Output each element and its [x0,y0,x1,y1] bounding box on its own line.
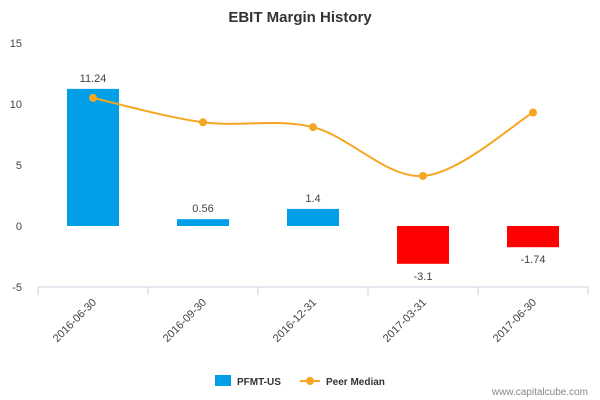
bar-data-label: 0.56 [192,203,213,215]
x-tick-label: 2016-06-30 [51,297,99,345]
peer-median-point [419,171,427,180]
legend[interactable]: PFMT-US Peer Median [215,375,385,388]
bar [177,219,229,226]
peer-median-series [89,93,537,180]
bar [397,226,449,264]
y-tick-label: 10 [10,99,22,111]
y-tick-label: 0 [16,221,22,233]
legend-label-bar: PFMT-US [237,377,281,388]
legend-label-line: Peer Median [326,377,385,388]
x-tick-label: 2016-12-31 [271,297,319,345]
x-tick-label: 2017-03-31 [381,297,429,345]
y-tick-label: 5 [16,160,22,172]
bar-data-label: -3.1 [414,271,433,283]
peer-median-line [92,96,534,177]
bar [287,208,339,226]
peer-median-point [199,118,207,127]
peer-median-point [89,93,97,102]
bar-series [67,88,559,264]
bar-data-label: 1.4 [305,193,320,205]
x-tick-label: 2016-09-30 [161,297,209,345]
x-axis: 2016-06-30 2016-09-30 2016-12-31 2017-03-31… [37,286,589,345]
legend-swatch-marker [306,377,314,385]
x-tick-label: 2017-06-30 [491,297,539,345]
bar [507,226,559,248]
peer-median-point [309,123,317,132]
bar-data-labels: 11.24 0.56 1.4 -3.1 -1.74 [80,73,546,283]
credit-text: www.capitalcube.com [491,387,588,398]
chart-title: EBIT Margin History [228,9,372,26]
y-axis: -5 0 5 10 15 [10,38,22,294]
peer-median-point [529,108,537,117]
y-tick-label: -5 [12,282,22,294]
bar-data-label: -1.74 [520,254,545,266]
legend-swatch-bar [215,375,231,386]
y-tick-label: 15 [10,38,22,50]
bar-data-label: 11.24 [80,73,107,85]
bar [67,88,119,226]
